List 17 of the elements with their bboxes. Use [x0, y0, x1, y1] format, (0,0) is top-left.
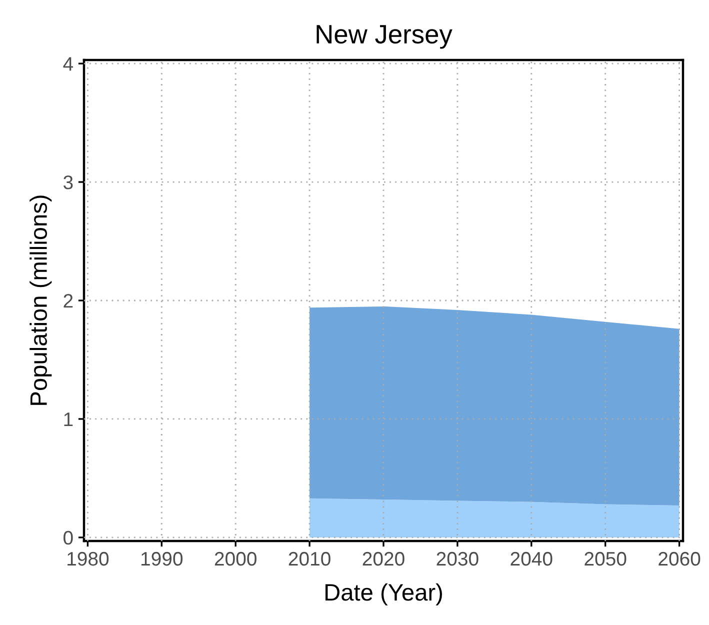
x-tick-label: 1990: [142, 552, 183, 566]
y-tick-label: 1: [64, 412, 73, 426]
x-tick-label: 2050: [584, 552, 626, 566]
y-tick-label: 4: [63, 57, 74, 71]
x-axis-title: Date (Year): [326, 583, 442, 606]
x-tick-label: 2010: [288, 552, 330, 566]
y-tick-label: 3: [64, 175, 73, 190]
x-tick-label: 2030: [436, 552, 478, 566]
y-tick-label: 0: [64, 530, 73, 545]
y-axis-title: Population (millions): [30, 196, 52, 405]
x-tick-label: 2000: [214, 552, 256, 566]
x-tick-label: 1980: [68, 552, 109, 566]
y-tick-label: 2: [64, 294, 73, 308]
x-tick-label: 2020: [362, 552, 404, 566]
x-tick-label: 2060: [658, 552, 700, 566]
chart-title: New Jersey: [316, 25, 452, 49]
x-tick-label: 2040: [510, 552, 552, 566]
